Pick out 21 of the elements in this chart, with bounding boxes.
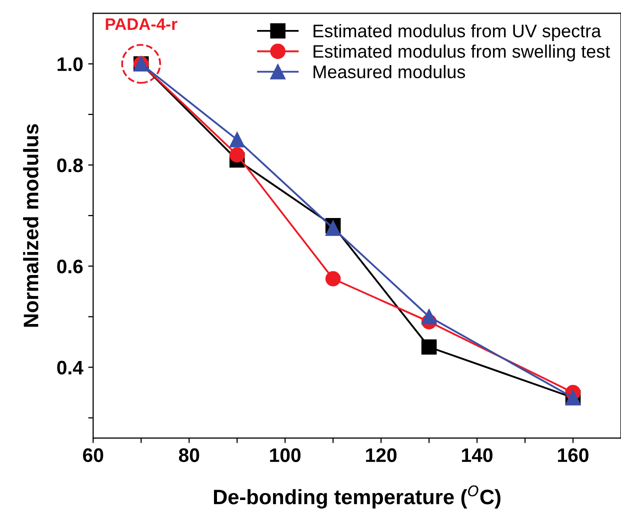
y-axis-title: Normalized modulus bbox=[23, 124, 38, 327]
legend-label: Measured modulus bbox=[314, 64, 466, 78]
x-tick-label: 100 bbox=[270, 448, 301, 462]
x-axis-title: De-bonding temperature ($^{O}$C) bbox=[214, 485, 500, 509]
x-tick-label: 80 bbox=[178, 448, 200, 462]
legend-label: Estimated modulus from swelling test bbox=[314, 44, 610, 62]
point bbox=[421, 339, 437, 355]
y-tick-label: 0.8 bbox=[57, 158, 83, 172]
legend-label: Estimated modulus from UV spectra bbox=[314, 24, 602, 41]
x-tick-label: 120 bbox=[366, 448, 396, 462]
x-tick-label: 140 bbox=[462, 448, 492, 462]
annotation: PADA-4-r bbox=[106, 18, 178, 30]
point bbox=[421, 309, 437, 324]
point bbox=[229, 132, 245, 148]
x-tick-label: 160 bbox=[558, 448, 588, 462]
y-tick-label: 1.0 bbox=[58, 57, 83, 72]
point bbox=[229, 147, 245, 163]
x-tick-label: 60 bbox=[83, 448, 104, 462]
y-tick-label: 0.4 bbox=[57, 360, 84, 375]
y-tick-label: 0.6 bbox=[57, 260, 83, 274]
point bbox=[325, 271, 341, 286]
